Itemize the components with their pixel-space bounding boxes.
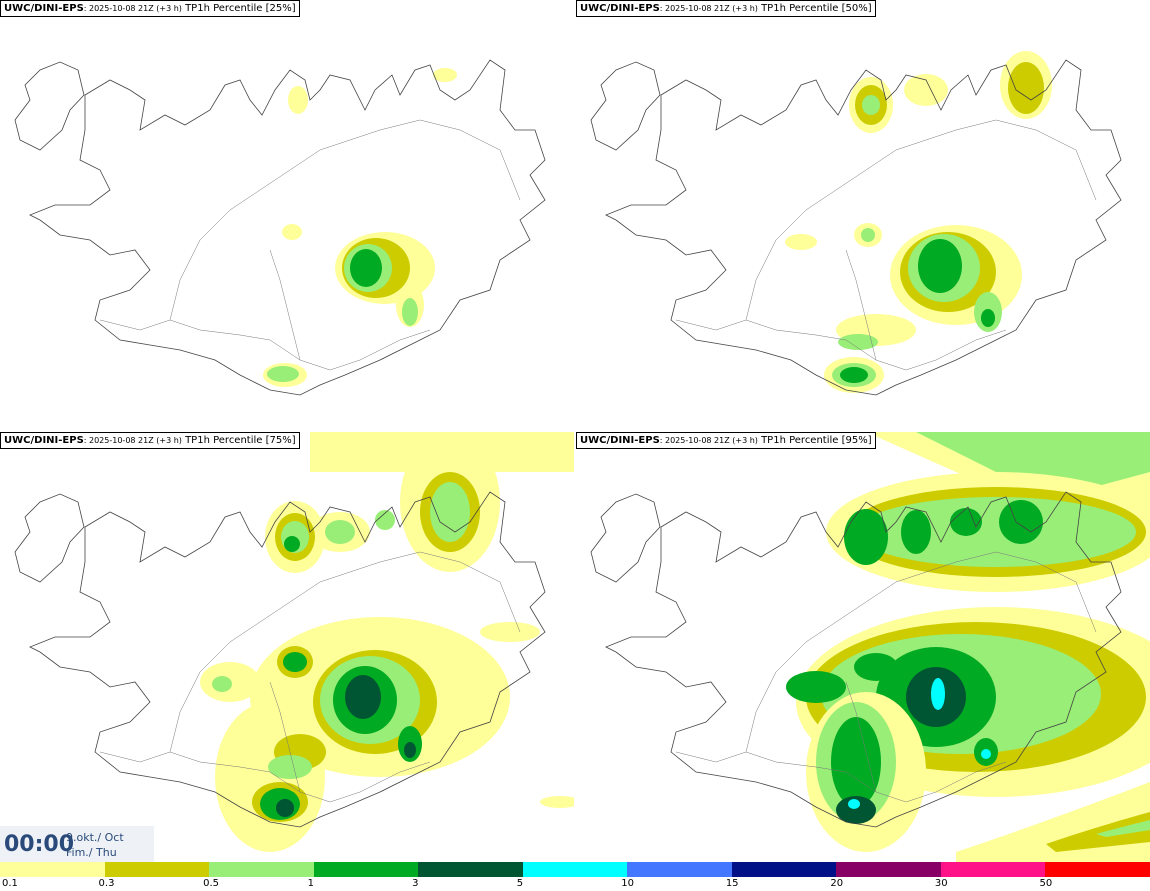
model-name: UWC/DINI-EPS	[580, 435, 660, 446]
legend-swatch	[1045, 862, 1150, 877]
legend-label: 15	[725, 878, 739, 889]
coastline	[590, 59, 1122, 396]
precip-fields	[263, 68, 457, 387]
panel-title: UWC/DINI-EPS: 2025-10-08 21Z (+3 h) TP1h…	[576, 0, 876, 17]
legend-label: 0.1	[2, 878, 18, 889]
coastline	[590, 491, 1122, 828]
model-name: UWC/DINI-EPS	[4, 3, 84, 14]
coastline	[14, 59, 546, 396]
legend-swatch	[522, 862, 628, 877]
panel-title: UWC/DINI-EPS: 2025-10-08 21Z (+3 h) TP1h…	[0, 432, 300, 449]
legend-label: 30	[934, 878, 948, 889]
field-name: TP1h Percentile [25%]	[185, 3, 296, 14]
legend-swatch	[627, 862, 733, 877]
field-name: TP1h Percentile [50%]	[761, 3, 872, 14]
map-p50	[590, 51, 1122, 396]
panel-title: UWC/DINI-EPS: 2025-10-08 21Z (+3 h) TP1h…	[0, 0, 300, 17]
valid-date: 9.okt./ Oct Fim./ Thu	[66, 830, 124, 860]
legend-swatch	[209, 862, 315, 877]
legend-label: 10	[621, 878, 634, 889]
legend-label: 3	[412, 878, 419, 889]
valid-time-box: 00:00 9.okt./ Oct Fim./ Thu	[0, 826, 154, 862]
legend-swatch	[731, 862, 837, 877]
legend-label: 0.3	[98, 878, 115, 889]
panel-title: UWC/DINI-EPS: 2025-10-08 21Z (+3 h) TP1h…	[576, 432, 876, 449]
precip-fields	[786, 432, 1150, 862]
valid-date-line1: 9.okt./ Oct	[66, 831, 124, 844]
legend-label: 0.5	[203, 878, 219, 889]
map-panel-p25: UWC/DINI-EPS: 2025-10-08 21Z (+3 h) TP1h…	[0, 0, 574, 430]
legend-swatch	[940, 862, 1046, 877]
legend-swatch	[418, 862, 524, 877]
model-name: UWC/DINI-EPS	[4, 435, 84, 446]
field-name: TP1h Percentile [75%]	[185, 435, 296, 446]
coastline	[14, 491, 546, 828]
precip-fields	[785, 51, 1052, 393]
model-name: UWC/DINI-EPS	[580, 3, 660, 14]
map-panel-p50: UWC/DINI-EPS: 2025-10-08 21Z (+3 h) TP1h…	[576, 0, 1150, 430]
map-p75	[14, 432, 574, 852]
run-time: : 2025-10-08 21Z (+3 h)	[659, 436, 758, 445]
legend-swatch	[104, 862, 210, 877]
legend-label: 20	[830, 878, 844, 889]
precip-fields	[200, 432, 574, 852]
run-time: : 2025-10-08 21Z (+3 h)	[83, 436, 182, 445]
legend-label: 5	[516, 878, 524, 889]
map-panel-p75: UWC/DINI-EPS: 2025-10-08 21Z (+3 h) TP1h…	[0, 432, 574, 862]
valid-date-line2: Fim./ Thu	[66, 846, 117, 859]
run-time: : 2025-10-08 21Z (+3 h)	[659, 4, 758, 13]
legend-swatch	[313, 862, 419, 877]
map-p25	[14, 59, 546, 396]
legend-swatch	[0, 862, 105, 877]
valid-time: 00:00	[4, 832, 75, 857]
map-panel-p95: UWC/DINI-EPS: 2025-10-08 21Z (+3 h) TP1h…	[576, 432, 1150, 862]
legend-label: 1	[307, 878, 314, 889]
legend-label: 50	[1039, 878, 1053, 889]
run-time: : 2025-10-08 21Z (+3 h)	[83, 4, 182, 13]
map-p95	[590, 432, 1150, 862]
field-name: TP1h Percentile [95%]	[761, 435, 872, 446]
color-legend: 0.1 0.3 0.5 1 3 5 10 15 20 30 50	[0, 862, 1150, 891]
legend-swatch	[836, 862, 942, 877]
